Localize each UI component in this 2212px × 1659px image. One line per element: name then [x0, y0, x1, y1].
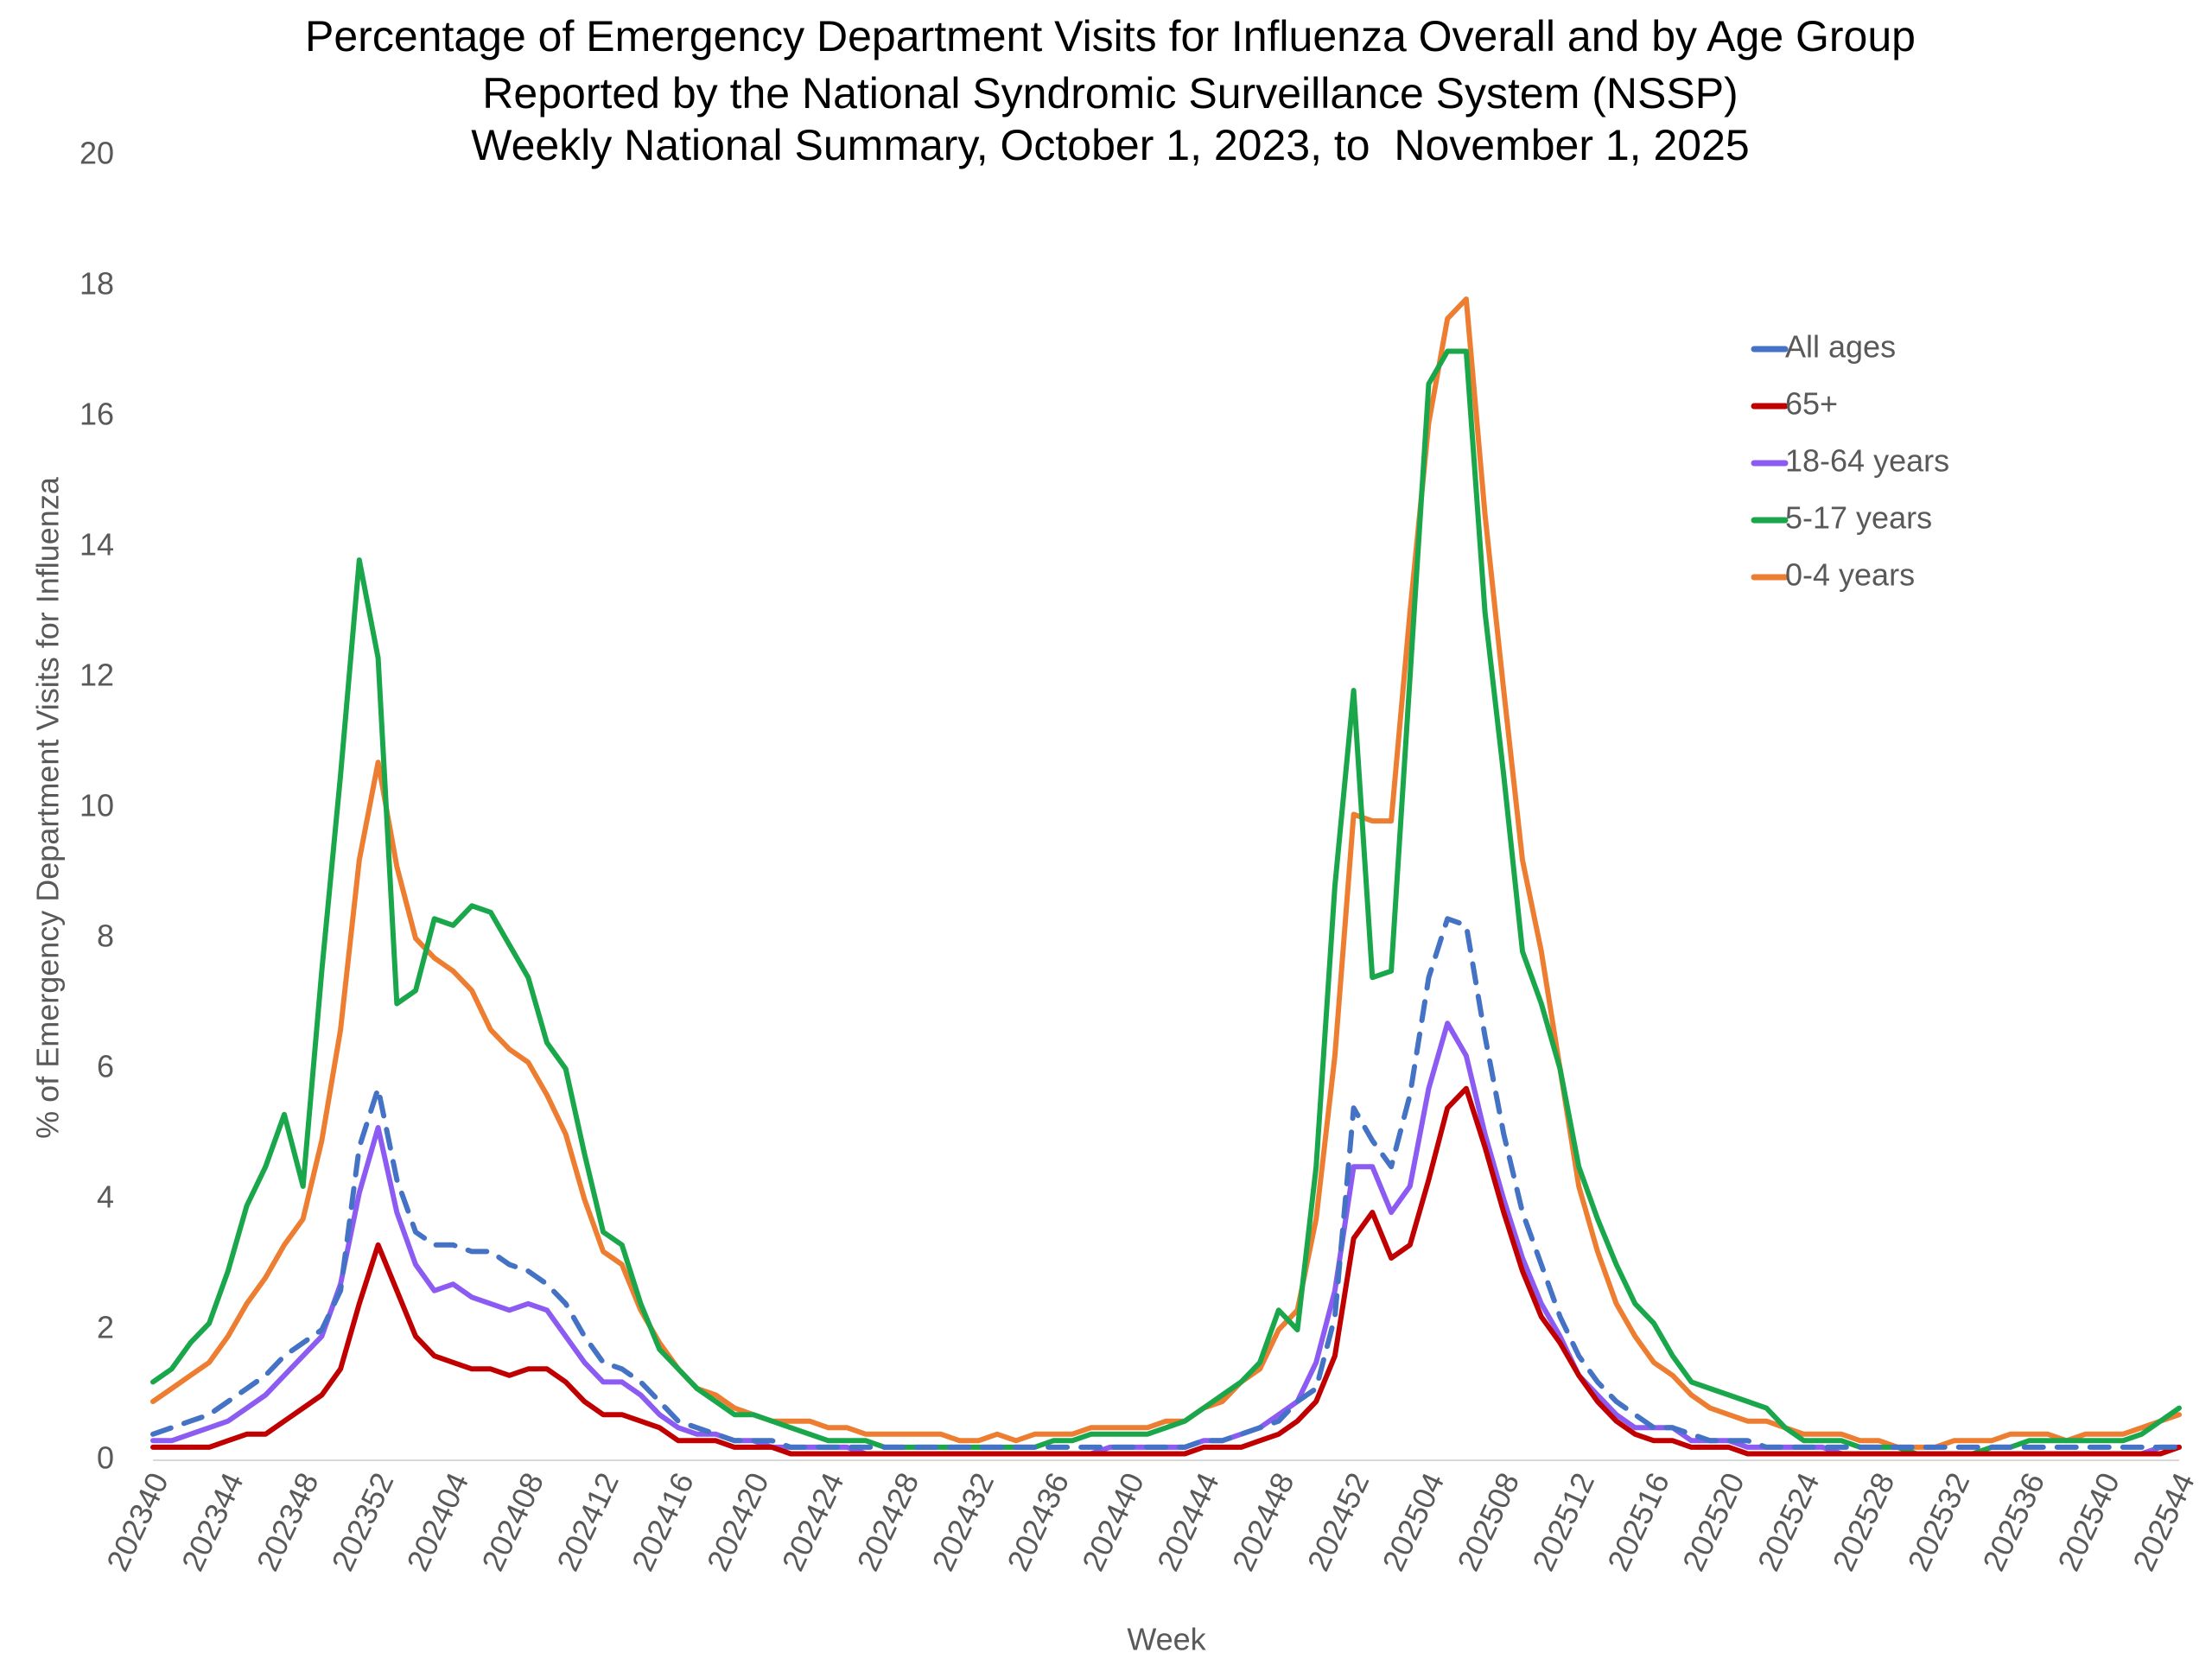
x-tick-label: 202404: [399, 1467, 475, 1576]
x-axis-title: Week: [1127, 1622, 1206, 1657]
x-tick-label: 202352: [324, 1467, 400, 1576]
y-tick-label: 16: [79, 397, 114, 432]
x-tick-label: 202444: [1150, 1467, 1226, 1576]
series-line: [150, 916, 2182, 1450]
x-tick-label: 202432: [925, 1467, 1001, 1576]
x-tick-label: 202428: [849, 1467, 925, 1576]
x-tick-label: 202536: [1975, 1467, 2051, 1576]
legend-label: All ages: [1785, 329, 1896, 365]
chart-title: Percentage of Emergency Department Visit…: [305, 12, 1916, 60]
x-tick-label: 202416: [625, 1467, 701, 1576]
legend-label: 65+: [1785, 386, 1838, 422]
x-tick-label: 202540: [2050, 1467, 2126, 1576]
y-tick-label: 18: [79, 266, 114, 302]
x-tick-label: 202516: [1600, 1467, 1676, 1576]
y-tick-label: 4: [97, 1179, 114, 1215]
series-line: [150, 1020, 2182, 1457]
x-tick-label: 202504: [1375, 1467, 1451, 1576]
y-tick-label: 2: [97, 1310, 114, 1345]
chart-title: Reported by the National Syndromic Surve…: [482, 69, 1738, 118]
y-tick-label: 12: [79, 658, 114, 693]
x-tick-label: 202440: [1075, 1467, 1151, 1576]
x-tick-label: 202508: [1450, 1467, 1526, 1576]
legend-label: 0-4 years: [1785, 557, 1915, 593]
x-tick-label: 202512: [1525, 1467, 1601, 1576]
y-tick-label: 6: [97, 1049, 114, 1084]
x-tick-label: 202544: [2126, 1467, 2202, 1576]
legend-label: 5-17 years: [1785, 500, 1932, 536]
series-line: [150, 296, 2182, 1450]
x-tick-label: 202520: [1675, 1467, 1751, 1576]
y-tick-label: 8: [97, 918, 114, 954]
x-tick-label: 202412: [550, 1467, 626, 1576]
y-tick-label: 14: [79, 527, 114, 563]
y-tick-label: 0: [97, 1440, 114, 1476]
x-tick-label: 202348: [250, 1467, 326, 1576]
x-tick-label: 202436: [1000, 1467, 1076, 1576]
x-tick-label: 202524: [1751, 1467, 1827, 1576]
x-tick-label: 202340: [99, 1467, 175, 1576]
series-line: [150, 1085, 2182, 1457]
x-tick-label: 202532: [1900, 1467, 1976, 1576]
x-tick-label: 202452: [1300, 1467, 1376, 1576]
x-tick-label: 202408: [474, 1467, 550, 1576]
series-line: [150, 348, 2182, 1457]
x-tick-label: 202424: [775, 1467, 851, 1576]
chart-title: Weekly National Summary, October 1, 2023…: [471, 121, 1749, 169]
legend-label: 18-64 years: [1785, 443, 1949, 479]
x-tick-label: 202528: [1826, 1467, 1902, 1576]
y-axis-title: % of Emergency Department Visits for Inf…: [30, 476, 66, 1139]
x-tick-label: 202344: [175, 1467, 251, 1576]
x-tick-label: 202420: [700, 1467, 776, 1576]
y-tick-label: 20: [79, 136, 114, 171]
x-tick-label: 202448: [1225, 1467, 1301, 1576]
y-tick-label: 10: [79, 788, 114, 823]
